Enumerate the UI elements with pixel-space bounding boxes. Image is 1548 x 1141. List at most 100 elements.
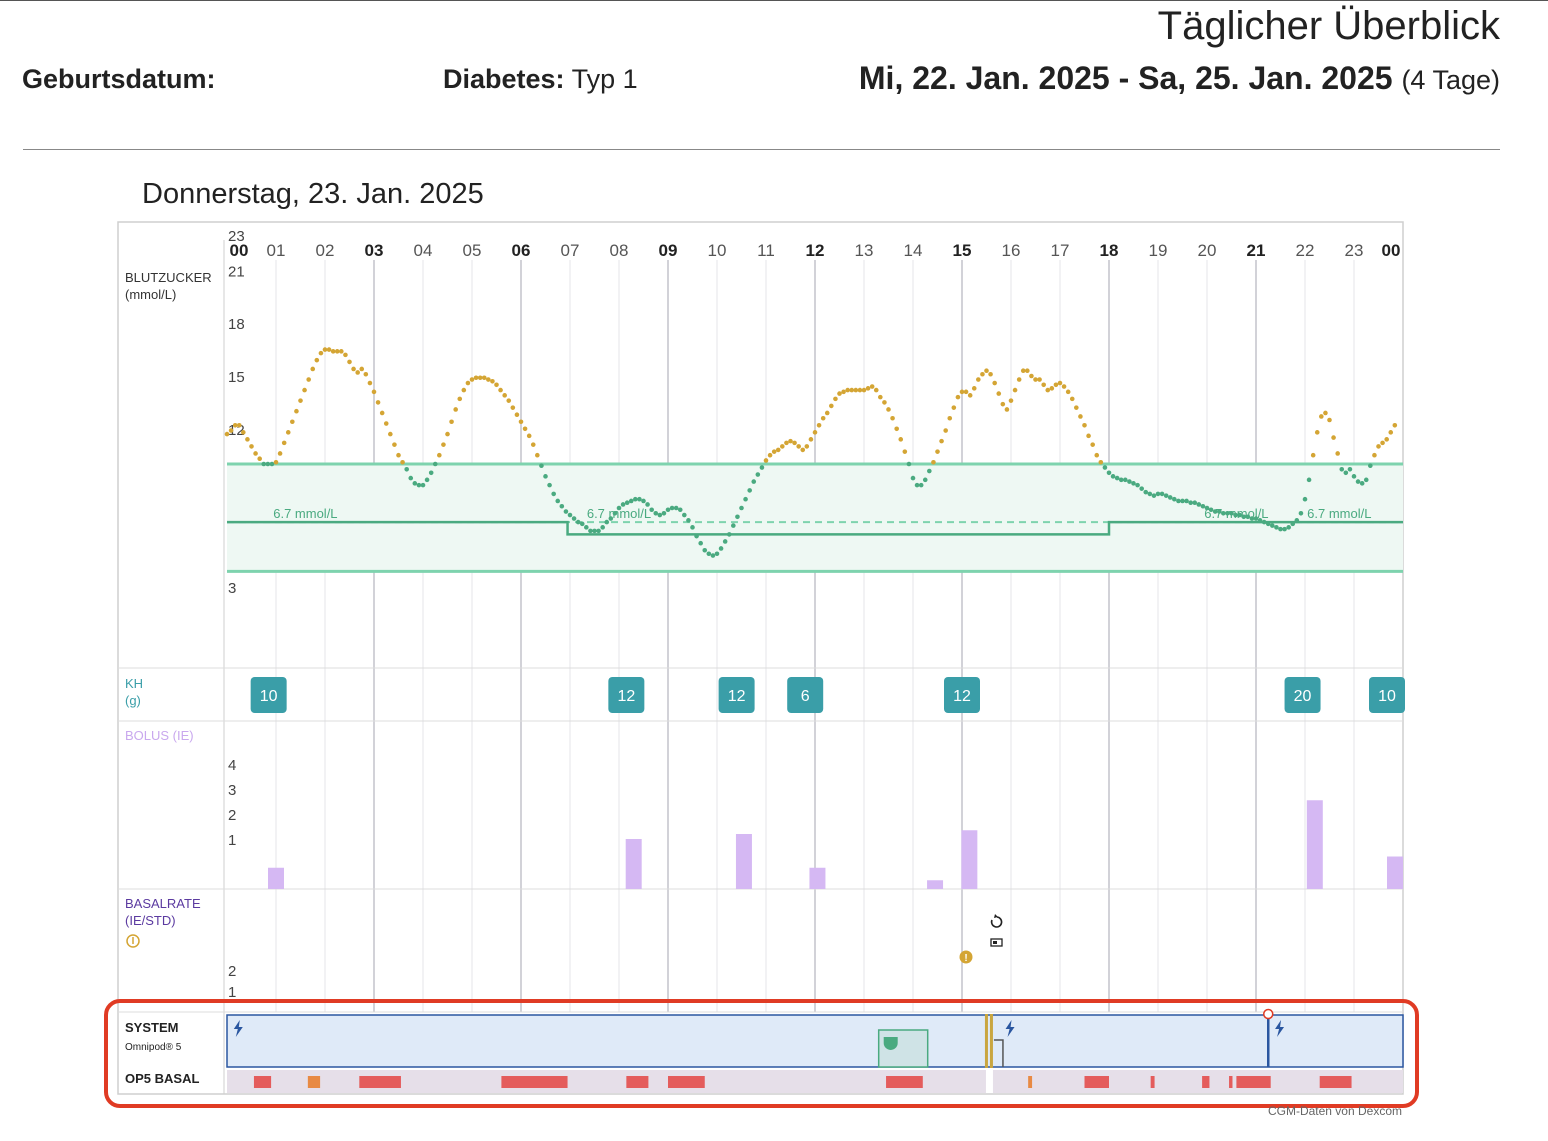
glucose-point [1229, 510, 1234, 516]
glucose-point [404, 466, 409, 472]
glucose-point [498, 387, 503, 393]
glucose-point [763, 458, 769, 463]
glucose-point [1065, 389, 1071, 395]
glucose-point [334, 349, 340, 354]
hour-tick-label: 10 [708, 241, 727, 260]
glucose-point [269, 461, 275, 467]
glucose-point [604, 519, 610, 525]
glucose-point [461, 387, 467, 393]
carb-badge[interactable] [250, 677, 287, 713]
birthdate-label: Geburtsdatum: [22, 64, 216, 94]
event-marker-dot[interactable] [1263, 1008, 1274, 1020]
carb-badge[interactable] [787, 677, 824, 713]
glucose-point [1004, 407, 1010, 412]
glucose-point [477, 375, 483, 381]
diabetes-type: Diabetes: Typ 1 [443, 64, 638, 95]
op5-basal-block [307, 1076, 321, 1088]
glucose-point [1118, 477, 1124, 483]
glucose-point [649, 507, 654, 513]
glucose-point [481, 375, 487, 381]
automated-mode-icon [233, 1020, 243, 1037]
glucose-point [820, 415, 826, 421]
glucose-point [596, 528, 601, 534]
glucose-point [1388, 430, 1394, 435]
hour-tick-label: 00 [230, 241, 249, 260]
hour-tick-label: 05 [463, 241, 482, 260]
glucose-point [1355, 479, 1361, 484]
carb-badge[interactable] [1369, 677, 1405, 713]
glucose-point [600, 525, 605, 530]
glucose-point [1000, 401, 1006, 407]
hour-tick-label: 09 [659, 241, 678, 260]
glucose-point [1045, 387, 1051, 393]
glucose-point [465, 380, 471, 386]
carb-badge[interactable] [608, 677, 645, 713]
glucose-point [539, 463, 544, 469]
glucose-point [412, 481, 418, 486]
glucose-point [1061, 384, 1067, 389]
carb-value: 10 [1378, 688, 1396, 705]
glucose-point [1376, 444, 1381, 449]
glucose-point [559, 503, 565, 509]
glucose-point [812, 430, 818, 435]
glucose-point [1261, 519, 1267, 525]
glucose-point [281, 440, 287, 446]
glucose-point [890, 415, 895, 421]
glucose-point [849, 387, 855, 393]
carb-badge[interactable] [718, 677, 755, 713]
glucose-point [1163, 493, 1169, 498]
glucose-point [714, 551, 720, 557]
pod-icon [990, 938, 1003, 947]
carb-badge[interactable] [1284, 677, 1321, 713]
glucose-point [755, 472, 761, 477]
glucose-point [1233, 512, 1238, 518]
system-lane-bg [226, 1014, 1404, 1068]
glucose-point [257, 456, 262, 462]
hour-tick-label: 00 [1382, 241, 1401, 260]
glucose-point [367, 380, 373, 386]
basal-alert-icon[interactable] [959, 950, 973, 964]
glucose-point [1225, 510, 1230, 516]
hour-tick-label: 12 [806, 241, 825, 260]
carb-badge[interactable] [944, 677, 980, 713]
glucose-point [829, 403, 834, 409]
pod-change-block[interactable] [877, 1029, 929, 1068]
glucose-point [739, 505, 744, 511]
op5-basal-block [1236, 1076, 1271, 1088]
glucose-point [1049, 386, 1055, 391]
glucose-point [428, 470, 434, 476]
glucose-point [424, 477, 430, 483]
op5-basal-block [359, 1076, 401, 1088]
glucose-point [408, 475, 414, 481]
hour-grid [275, 260, 1355, 1012]
glucose-point [1159, 491, 1165, 497]
basal-plot: ! 2 1 [228, 914, 1003, 1001]
glucose-point [873, 387, 879, 393]
glucose-plot: 36912151821236.7 mmol/L6.7 mmol/L6.7 mmo… [224, 228, 1403, 597]
glucose-point [1176, 498, 1181, 504]
glucose-point [310, 366, 316, 372]
glucose-point [1139, 486, 1144, 491]
glucose-point [841, 389, 846, 395]
glucose-point [1025, 368, 1030, 374]
glucose-point [592, 528, 597, 534]
glucose-point [775, 447, 781, 453]
glucose-point [290, 419, 295, 425]
hour-tick-label: 14 [904, 241, 923, 260]
glucose-point [1245, 514, 1251, 520]
glucose-point [677, 507, 683, 513]
carb-value: 6 [801, 688, 810, 705]
carb-value: 12 [728, 688, 746, 705]
op5-basal-block [1202, 1076, 1210, 1088]
glucose-point [963, 389, 969, 395]
system-lane [226, 1008, 1404, 1068]
glucose-point [563, 509, 569, 514]
bolus-bar [809, 867, 826, 889]
glucose-point [432, 461, 438, 467]
hour-tick-label: 15 [953, 241, 972, 260]
op5-basal-block [1150, 1076, 1155, 1088]
glucose-point [1020, 368, 1026, 374]
glucose-point [1294, 518, 1300, 523]
target-label: 6.7 mmol/L [587, 506, 651, 521]
